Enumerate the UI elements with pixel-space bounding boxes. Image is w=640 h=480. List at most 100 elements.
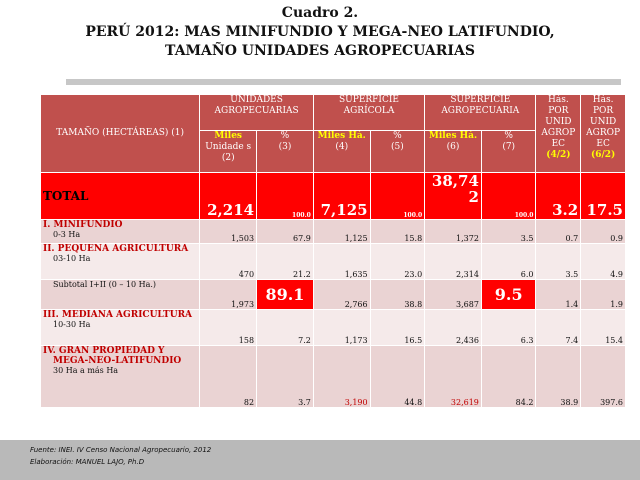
cell-v4: 3,190 [312,345,371,408]
row-category: IV. GRAN PROPIEDAD Y [43,346,165,357]
header-has-6-2-label: Hás. POR UNID AGROP EC [586,95,621,150]
row-label: Subtotal I+II (0 – 10 Ha.) [39,279,201,310]
cell-v8: 3.5 [535,243,582,280]
cell-v2: 1,503 [199,219,258,244]
cell-v9: 15.4 [580,309,626,346]
header-has-4-2: Hás. POR UNID AGROP EC (4/2) [535,94,582,173]
cell-v6: 3,687 [424,279,482,310]
cell-v7: 6.0 [480,243,537,280]
total-sup-agricola: 7,125 [312,172,371,220]
cell-v3-highlight: 89.1 [256,279,314,310]
header-col-4: Miles Há. (4) [312,130,371,173]
total-unidades: 2,214 [199,172,258,220]
row-range: 0-3 Ha [53,230,81,239]
header-miles-ha-6: Miles Há. [428,131,478,142]
row-category: II. PEQUEÑA AGRICULTURA [43,244,189,255]
cell-v4: 1,635 [312,243,371,280]
cell-v5: 38.8 [369,279,426,310]
cell-v4: 1,125 [312,219,371,244]
header-pct-5-num: (5) [391,142,404,152]
header-miles-unidades: Miles [214,131,242,142]
header-col-2: Miles Unidade s (2) [199,130,258,173]
header-row-2: Miles Unidade s (2) % (3) Miles Há. (4) … [41,130,626,173]
total-row: TOTAL 2,214 100.0 7,125 100.0 38,74 2 10… [39,172,626,220]
total-pct3: 100.0 [256,172,314,220]
cell-v5: 16.5 [369,309,426,346]
title-line-3: TAMAÑO UNIDADES AGROPECUARIAS [165,43,475,59]
table-row-subtotal: Subtotal I+II (0 – 10 Ha.) 1,973 89.1 2,… [39,279,626,310]
title-divider-bar [66,79,621,85]
footer: Fuente: INEI. IV Censo Nacional Agropecu… [0,440,640,480]
header-pct-7: % [504,131,513,142]
cell-v8: 0.7 [535,219,582,244]
cell-v6: 32,619 [424,345,482,408]
total-label: TOTAL [39,172,201,220]
cell-v4: 2,766 [312,279,371,310]
header-num-6: (6) [446,142,460,152]
header-has-6-2: Hás. POR UNID AGROP EC (6/2) [580,94,626,173]
table-row: I. MINIFUNDIO 0-3 Ha 1,503 67.9 1,125 15… [39,219,626,244]
row-range: 30 Ha a más Ha [53,366,119,375]
cell-v7: 3.5 [480,219,537,244]
header-row-1: TAMAÑO (HECTÁREAS) (1) UNIDADES AGROPECU… [39,94,626,173]
cell-v8: 38.9 [535,345,582,408]
cell-v3: 3.7 [256,345,314,408]
total-sup-agropecuaria: 38,74 2 [424,172,482,220]
row-label: I. MINIFUNDIO 0-3 Ha [39,219,201,244]
header-miles-ha-4: Miles Há. [317,131,366,142]
cell-v2: 1,973 [199,279,258,310]
title-line-1: Cuadro 2. [281,5,359,21]
footer-fuente: Fuente: INEI. IV Censo Nacional Agropecu… [30,446,212,454]
header-has-4-2-label: Hás. POR UNID AGROP EC [541,95,576,150]
cell-v6: 1,372 [424,219,482,244]
row-range: 10-30 Ha [53,320,91,329]
total-ratio62: 17.5 [580,172,626,220]
header-ratio-4-2: (4/2) [546,150,571,160]
page-title: Cuadro 2. PERÚ 2012: MAS MINIFUNDIO Y ME… [0,4,640,61]
cell-v7: 6.3 [480,309,537,346]
row-label: IV. GRAN PROPIEDAD Y MEGA-NEO-LATIFUNDIO… [39,345,201,408]
row-subtotal-label: Subtotal I+II (0 – 10 Ha.) [53,280,157,290]
table-row: III. MEDIANA AGRICULTURA 10-30 Ha 158 7.… [39,309,626,346]
header-num-4: (4) [335,142,349,152]
row-category-2: MEGA-NEO-LATIFUNDIO [53,356,182,366]
row-label: II. PEQUEÑA AGRICULTURA 03-10 Ha [39,243,201,280]
cell-v7: 84.2 [480,345,537,408]
row-category: I. MINIFUNDIO [43,220,123,231]
cell-v3: 7.2 [256,309,314,346]
cell-v6: 2,436 [424,309,482,346]
footer-elaboracion: Elaboración: MANUEL LAJO, Ph.D [30,458,145,466]
header-col-6: Miles Há. (6) [424,130,482,173]
cell-v9: 397.6 [580,345,626,408]
header-superficie-agricola: SUPERFICIE AGRÍCOLA [312,94,426,131]
cell-v8: 7.4 [535,309,582,346]
cell-v3: 21.2 [256,243,314,280]
cell-v2: 470 [199,243,258,280]
cell-v9: 4.9 [580,243,626,280]
table-row: II. PEQUEÑA AGRICULTURA 03-10 Ha 470 21.… [39,243,626,280]
cell-v9: 0.9 [580,219,626,244]
cell-v5: 44.8 [369,345,426,408]
header-pct-3-num: (3) [278,142,292,152]
total-pct7: 100.0 [480,172,537,220]
table-row: IV. GRAN PROPIEDAD Y MEGA-NEO-LATIFUNDIO… [39,345,626,408]
cell-v2: 158 [199,309,258,346]
agro-table: TAMAÑO (HECTÁREAS) (1) UNIDADES AGROPECU… [39,94,626,408]
header-superficie-agropecuaria: SUPERFICIE AGROPECUARIA [424,94,537,131]
cell-v4: 1,173 [312,309,371,346]
header-unidades: UNIDADES AGROPECUARIAS [199,94,314,131]
header-col-7: % (7) [480,130,537,173]
header-tamano: TAMAÑO (HECTÁREAS) (1) [39,94,201,173]
cell-v6: 2,314 [424,243,482,280]
cell-v5: 15.8 [369,219,426,244]
cell-v7-highlight: 9.5 [480,279,537,310]
header-col-5: % (5) [369,130,426,173]
header-unidades-2: Unidade s (2) [205,142,252,163]
total-ratio42: 3.2 [535,172,582,220]
cell-v8: 1.4 [535,279,582,310]
header-col-3: % (3) [256,130,314,173]
row-label: III. MEDIANA AGRICULTURA 10-30 Ha [39,309,201,346]
total-pct5: 100.0 [369,172,426,220]
row-range: 03-10 Ha [53,254,91,263]
cell-v9: 1.9 [580,279,626,310]
